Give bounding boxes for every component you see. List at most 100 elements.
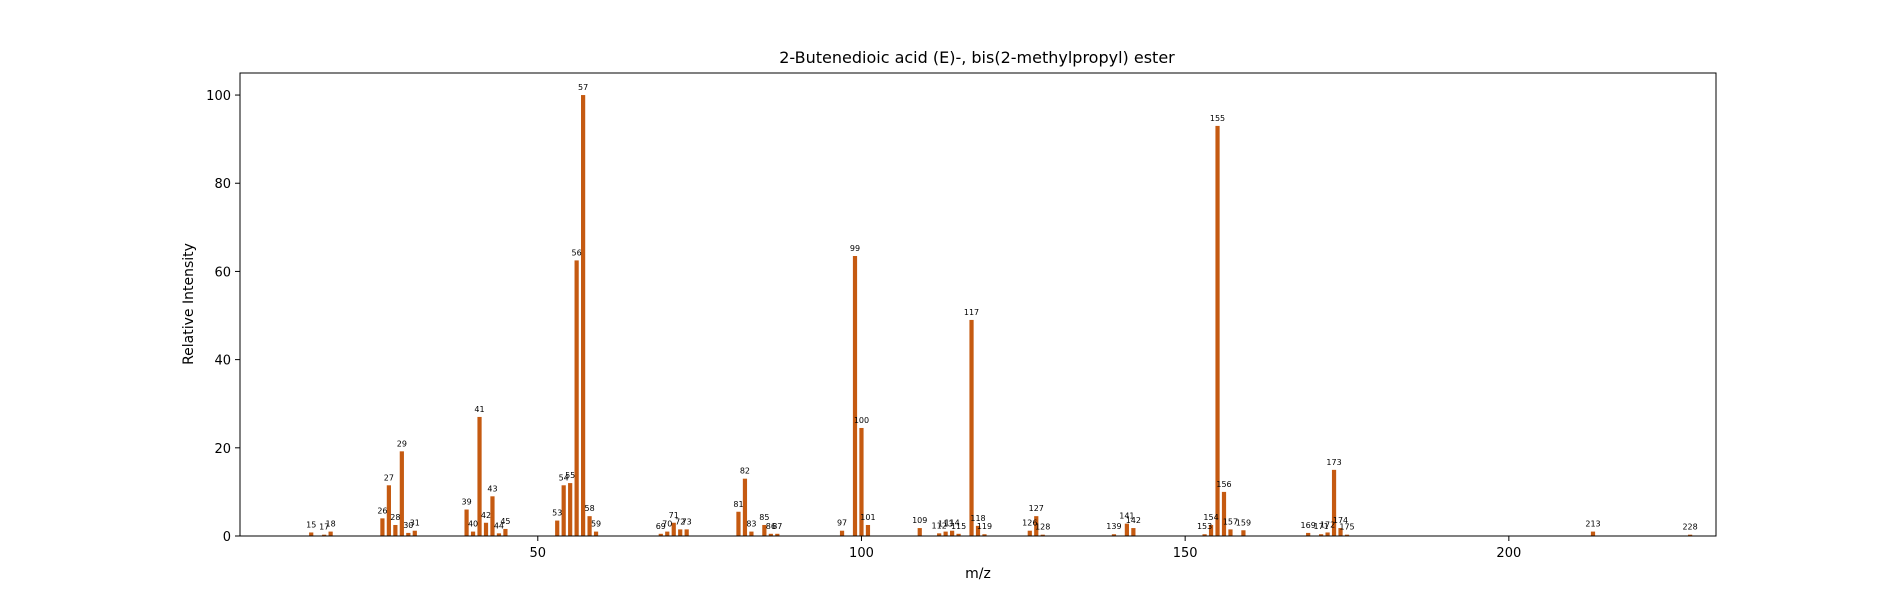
peak-label-58: 58 <box>584 504 594 513</box>
y-tick-label: 60 <box>214 265 231 280</box>
peak-label-101: 101 <box>860 513 875 522</box>
bar-mz-72 <box>678 529 683 536</box>
bar-mz-42 <box>483 522 489 536</box>
peak-label-127: 127 <box>1029 504 1044 513</box>
bar-mz-139 <box>1111 534 1117 536</box>
bar-mz-127 <box>1034 516 1039 536</box>
peak-label-87: 87 <box>772 522 782 531</box>
peak-label-128: 128 <box>1035 523 1050 532</box>
peak-label-72: 72 <box>675 517 685 526</box>
x-axis: 50 100 150 200 <box>530 536 1521 561</box>
peak-label-100: 100 <box>854 416 869 425</box>
bar-mz-159 <box>1241 530 1246 536</box>
bar-mz-87 <box>775 533 780 536</box>
peak-label-42: 42 <box>481 511 491 520</box>
peak-label-213: 213 <box>1585 520 1600 529</box>
bar-mz-83 <box>749 531 754 536</box>
peak-label-109: 109 <box>912 516 927 525</box>
bar-mz-53 <box>555 520 560 536</box>
bar-mz-30 <box>406 532 411 536</box>
bar-mz-40 <box>470 531 476 536</box>
peak-label-157: 157 <box>1223 517 1238 526</box>
peak-label-126: 126 <box>1022 519 1037 528</box>
bar-mz-119 <box>982 534 987 536</box>
peak-label-70: 70 <box>662 520 672 529</box>
peak-label-173: 173 <box>1326 458 1341 467</box>
peak-label-53: 53 <box>552 509 562 518</box>
bar-mz-153 <box>1202 534 1207 536</box>
bar-mz-73 <box>684 529 689 536</box>
bar-mz-45 <box>503 528 508 536</box>
bar-mz-86 <box>768 533 773 536</box>
chart-title: 2-Butenedioic acid (E)-, bis(2-methylpro… <box>779 48 1175 67</box>
bar-mz-113 <box>943 531 948 536</box>
bar-mz-70 <box>665 531 670 536</box>
y-axis-label: Relative Intensity <box>181 243 197 365</box>
peak-label-141: 141 <box>1119 512 1134 521</box>
bar-mz-39 <box>464 509 469 536</box>
peak-label-142: 142 <box>1126 516 1141 525</box>
peak-label-117: 117 <box>964 308 979 317</box>
y-tick-label: 100 <box>206 89 231 104</box>
peak-label-112: 112 <box>932 521 947 530</box>
bar-mz-228 <box>1688 534 1693 536</box>
peak-label-39: 39 <box>461 498 471 507</box>
bar-mz-29 <box>399 451 404 536</box>
peak-label-15: 15 <box>306 520 316 529</box>
peak-label-18: 18 <box>326 520 336 529</box>
peak-label-113: 113 <box>938 520 953 529</box>
bar-mz-59 <box>593 531 599 536</box>
peak-label-139: 139 <box>1106 522 1121 531</box>
peak-label-155: 155 <box>1210 114 1225 123</box>
bars-layer <box>309 95 1693 537</box>
bar-mz-175 <box>1344 534 1350 536</box>
bar-mz-99 <box>852 256 858 536</box>
bar-mz-171 <box>1319 534 1324 536</box>
peak-label-172: 172 <box>1320 520 1335 529</box>
bar-mz-115 <box>956 533 961 536</box>
bar-mz-17 <box>322 534 327 536</box>
peak-label-27: 27 <box>384 473 394 482</box>
peak-label-99: 99 <box>850 244 860 253</box>
peak-label-83: 83 <box>746 520 756 529</box>
bar-mz-173 <box>1331 469 1337 536</box>
bar-mz-56 <box>574 260 579 536</box>
bar-mz-15 <box>309 532 314 536</box>
x-tick-label: 150 <box>1173 546 1198 561</box>
bar-mz-101 <box>865 524 871 536</box>
y-tick-label: 80 <box>214 177 231 192</box>
y-tick-label: 20 <box>214 442 231 457</box>
bar-mz-58 <box>587 516 592 536</box>
bar-mz-18 <box>328 531 333 536</box>
peak-label-174: 174 <box>1333 516 1348 525</box>
bar-mz-109 <box>917 528 922 536</box>
bar-mz-41 <box>477 416 482 536</box>
bar-mz-141 <box>1124 523 1129 536</box>
peak-label-31: 31 <box>410 519 420 528</box>
peak-label-71: 71 <box>669 511 679 520</box>
peak-label-114: 114 <box>944 519 959 528</box>
bar-mz-28 <box>393 524 398 536</box>
bar-mz-27 <box>386 485 391 536</box>
bar-mz-172 <box>1325 532 1330 536</box>
bar-mz-155 <box>1215 125 1220 536</box>
peak-label-17: 17 <box>319 523 329 532</box>
peak-label-41: 41 <box>474 405 484 414</box>
bar-mz-43 <box>490 496 495 536</box>
x-axis-label: m/z <box>965 566 991 582</box>
peak-label-169: 169 <box>1301 521 1316 530</box>
bar-mz-128 <box>1040 534 1045 536</box>
bar-mz-100 <box>859 427 864 536</box>
bar-mz-157 <box>1228 529 1233 536</box>
peak-label-97: 97 <box>837 519 847 528</box>
peak-label-85: 85 <box>759 513 769 522</box>
bar-mz-118 <box>975 525 981 536</box>
peak-label-73: 73 <box>682 517 692 526</box>
peak-label-115: 115 <box>951 522 966 531</box>
peak-label-81: 81 <box>733 500 743 509</box>
bar-mz-156 <box>1221 491 1227 536</box>
bar-mz-174 <box>1338 528 1343 536</box>
